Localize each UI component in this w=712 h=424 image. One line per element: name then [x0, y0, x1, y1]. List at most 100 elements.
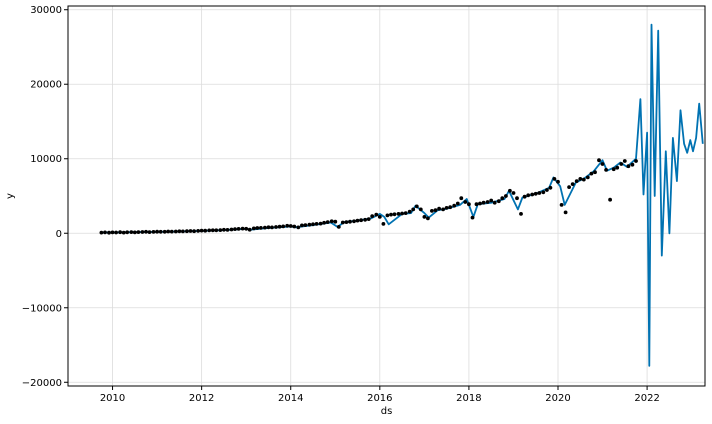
- observed-point: [485, 200, 490, 204]
- observed-point: [99, 230, 104, 235]
- observed-point: [188, 229, 193, 233]
- observed-point: [158, 229, 163, 234]
- observed-point: [585, 175, 590, 180]
- observed-point: [240, 226, 245, 231]
- plot-frame: [67, 5, 706, 387]
- observed-point: [604, 168, 608, 172]
- observed-point: [492, 200, 497, 205]
- observed-point: [541, 190, 546, 195]
- observed-point: [285, 223, 290, 228]
- observed-point: [474, 202, 479, 207]
- observed-point: [366, 217, 371, 222]
- observed-point: [444, 206, 449, 210]
- observed-point: [626, 164, 631, 169]
- observed-point: [481, 200, 486, 205]
- observed-point: [630, 162, 635, 167]
- observed-point: [233, 227, 237, 232]
- observed-point: [207, 228, 212, 233]
- y-tick-label: 0: [56, 229, 62, 240]
- observed-point: [489, 198, 494, 203]
- observed-point: [173, 229, 178, 234]
- observed-point: [574, 179, 579, 184]
- observed-point: [236, 227, 241, 231]
- observed-point: [307, 222, 312, 227]
- observed-point: [437, 206, 441, 211]
- x-tick-label: 2012: [189, 393, 214, 404]
- observed-point: [288, 224, 293, 228]
- observed-point: [433, 208, 438, 213]
- observed-point: [322, 220, 326, 225]
- observed-point: [374, 212, 379, 217]
- observed-point: [359, 218, 363, 223]
- y-axis-title: y: [5, 193, 16, 199]
- observed-point: [392, 212, 397, 217]
- observed-point: [578, 177, 583, 181]
- observed-point: [199, 228, 204, 233]
- observed-point: [414, 204, 419, 209]
- observed-point: [622, 159, 627, 163]
- y-tick-label: 30000: [30, 5, 62, 16]
- observed-point: [389, 212, 393, 217]
- observed-point: [611, 167, 616, 172]
- observed-point: [266, 225, 271, 230]
- observed-point: [185, 229, 189, 234]
- observed-point: [552, 177, 557, 181]
- observed-point: [344, 220, 349, 225]
- observed-point: [169, 229, 174, 234]
- observed-point: [381, 222, 386, 226]
- observed-point: [303, 223, 308, 228]
- y-tick-label: −20000: [22, 378, 62, 389]
- observed-point: [314, 222, 319, 226]
- observed-point: [103, 230, 107, 235]
- observed-point: [277, 224, 282, 229]
- observed-point: [426, 216, 430, 221]
- observed-point: [400, 211, 404, 216]
- observed-point: [522, 194, 527, 199]
- observed-point: [370, 214, 375, 219]
- observed-point: [177, 229, 182, 234]
- observed-point: [619, 162, 624, 166]
- observed-point: [121, 230, 126, 235]
- observed-point: [259, 226, 263, 230]
- observed-point: [589, 171, 594, 176]
- observed-point: [107, 230, 111, 235]
- observed-point: [519, 212, 523, 216]
- observed-point: [114, 230, 118, 235]
- observed-point: [511, 191, 516, 195]
- observed-point: [336, 225, 341, 229]
- observed-point: [615, 165, 620, 170]
- observed-point: [222, 227, 226, 232]
- observed-point: [504, 194, 508, 198]
- observed-point: [470, 215, 475, 220]
- observed-point: [403, 211, 408, 216]
- observed-point: [478, 201, 482, 206]
- observed-point: [136, 230, 141, 235]
- observed-point: [110, 230, 115, 235]
- observed-point: [515, 196, 519, 201]
- observed-point: [411, 207, 416, 212]
- x-tick-label: 2010: [100, 393, 125, 404]
- observed-point: [355, 218, 360, 223]
- observed-point: [600, 162, 605, 166]
- observed-point: [151, 230, 156, 234]
- observed-point: [467, 202, 471, 207]
- x-tick-label: 2020: [545, 393, 570, 404]
- observed-point: [281, 224, 286, 229]
- observed-point: [581, 177, 586, 182]
- observed-point: [255, 226, 260, 230]
- observed-point: [567, 185, 571, 190]
- observed-point: [325, 220, 330, 225]
- observed-point: [559, 203, 564, 207]
- observed-point: [496, 199, 501, 204]
- observed-point: [118, 230, 122, 235]
- observed-point: [329, 219, 334, 224]
- observed-point: [192, 229, 197, 234]
- observed-point: [244, 226, 249, 231]
- observed-point: [526, 193, 531, 198]
- observed-point: [274, 225, 278, 229]
- observed-point: [545, 188, 549, 192]
- observed-point: [441, 207, 445, 212]
- observed-point: [352, 219, 356, 224]
- y-tick-label: 10000: [30, 154, 62, 165]
